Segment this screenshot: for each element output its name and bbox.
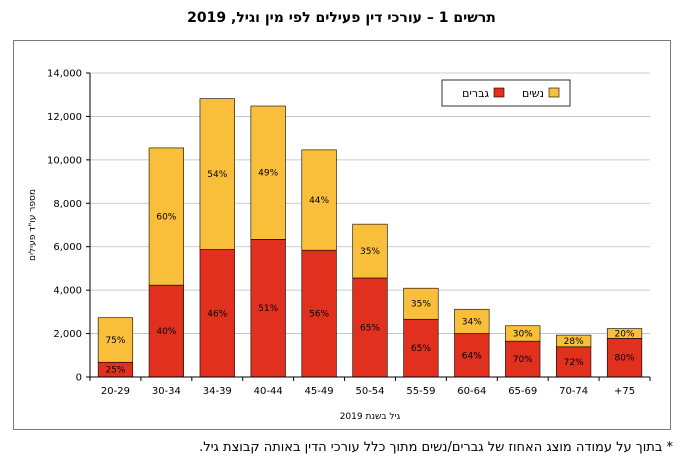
bar-men-55-59 [403, 318, 439, 378]
data-label-women: 30% [513, 329, 533, 339]
x-axis-ticks: 20-29 30-34 34-39 40-44 45-49 50-54 55-59 60-64… [89, 377, 651, 397]
y-tick-label: 4,000 [53, 286, 82, 297]
x-axis-title: גיל בשנת 2019 [340, 412, 401, 422]
data-label-women: 28% [564, 337, 584, 347]
legend-label-men: גברים [462, 87, 489, 100]
x-tick-label: +75 [614, 386, 635, 397]
bar-men-70-74 [556, 346, 592, 378]
bar-women-55-59 [403, 287, 439, 320]
legend-box [441, 79, 571, 107]
data-label-women: 34% [462, 317, 482, 327]
chart-title: תרשים 1 – עורכי דין פעילים לפי מין וגיל,… [187, 10, 496, 26]
data-label-women: 75% [105, 336, 125, 346]
data-label-women: 60% [156, 213, 176, 223]
data-label-women: 20% [615, 329, 635, 339]
data-label-men: 40% [156, 327, 176, 337]
x-tick-label: 34-39 [203, 386, 232, 397]
bar-men-60-64 [454, 333, 490, 378]
chart-frame [13, 40, 671, 430]
x-tick-label: 70-74 [559, 386, 588, 397]
y-axis-title: מספר עו"ד פעילים [28, 189, 38, 261]
bar-men-+75 [606, 338, 643, 378]
bar-women-40-44 [250, 105, 286, 240]
data-label-women: 35% [411, 300, 431, 310]
y-tick-label: 0 [76, 373, 82, 384]
x-tick-label: 50-54 [355, 386, 384, 397]
y-tick-label: 6,000 [53, 242, 82, 253]
y-axis-ticks: 0 2,000 4,000 6,000 8,000 10,000 12,000 14,000 [47, 69, 90, 384]
data-label-men: 65% [411, 344, 431, 354]
legend-swatch-men [493, 87, 505, 98]
bar-women-30-34 [148, 147, 184, 286]
bar-men-34-39 [199, 249, 235, 378]
bar-women-45-49 [301, 149, 337, 251]
data-label-women: 54% [207, 170, 227, 180]
data-label-men: 46% [207, 309, 227, 319]
data-label-men: 51% [258, 304, 278, 314]
footnote: * בתוך על עמודה מוצג האחוז של גברים/נשים… [199, 440, 673, 455]
x-tick-label: 40-44 [254, 386, 283, 397]
y-tick-label: 8,000 [53, 199, 82, 210]
bar-women-20-29 [97, 317, 134, 363]
y-tick-label: 2,000 [53, 329, 82, 340]
data-label-men: 25% [105, 366, 125, 376]
data-label-men: 70% [513, 355, 533, 365]
legend: גברים נשים [441, 79, 571, 107]
data-label-men: 65% [360, 323, 380, 333]
data-label-women: 49% [258, 169, 278, 179]
legend-label-women: נשים [522, 87, 544, 100]
data-label-women: 35% [360, 247, 380, 257]
data-label-men: 56% [309, 310, 329, 320]
x-tick-label: 45-49 [305, 386, 334, 397]
bar-women-+75 [606, 328, 643, 339]
bars: 25% 75% 40% 60% 46% 54% 51% 49% 56% 44% 65% 35% 65% 3… [97, 98, 643, 378]
bar-men-30-34 [148, 284, 184, 378]
legend-swatch-women [548, 87, 560, 98]
x-tick-label: 55-59 [406, 386, 435, 397]
bar-women-70-74 [556, 334, 592, 348]
y-tick-label: 12,000 [47, 112, 82, 123]
bar-men-50-54 [352, 277, 388, 378]
y-tick-label: 10,000 [47, 155, 82, 166]
data-label-men: 72% [564, 358, 584, 368]
x-tick-label: 60-64 [457, 386, 486, 397]
data-label-men: 64% [462, 351, 482, 361]
data-label-men: 80% [615, 354, 635, 364]
y-tick-label: 14,000 [47, 69, 82, 80]
bar-women-34-39 [199, 98, 235, 250]
x-tick-label: 30-34 [152, 386, 181, 397]
bar-women-50-54 [352, 223, 388, 279]
x-tick-label: 20-29 [101, 386, 130, 397]
bar-women-60-64 [454, 308, 490, 334]
data-label-women: 44% [309, 196, 329, 206]
x-tick-label: 65-69 [508, 386, 537, 397]
bar-men-45-49 [301, 249, 337, 378]
bar-women-65-69 [505, 325, 541, 342]
